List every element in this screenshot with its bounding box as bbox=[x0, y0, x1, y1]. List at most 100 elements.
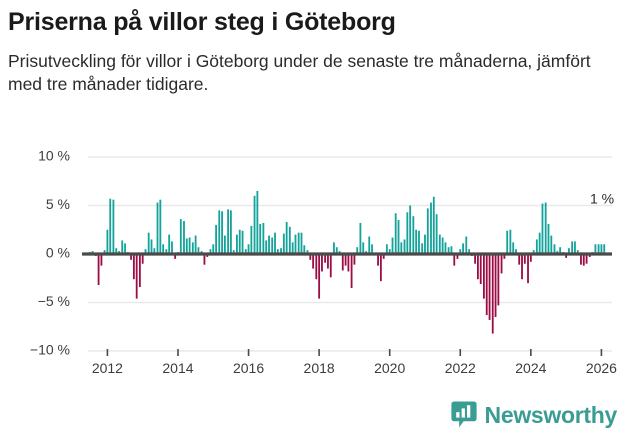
bar bbox=[485, 254, 488, 316]
bar bbox=[406, 212, 409, 254]
bar-chart-speech-bubble-icon bbox=[450, 401, 477, 429]
bar bbox=[250, 225, 253, 254]
bar bbox=[391, 237, 394, 254]
bar bbox=[262, 222, 265, 254]
bar bbox=[568, 248, 570, 254]
bar bbox=[318, 254, 321, 299]
bar bbox=[333, 242, 335, 254]
bar bbox=[571, 241, 574, 254]
bar bbox=[171, 241, 173, 254]
bar bbox=[147, 232, 150, 254]
bar bbox=[335, 247, 338, 254]
bar bbox=[288, 226, 291, 254]
bar bbox=[141, 254, 144, 264]
bar bbox=[150, 239, 153, 254]
chart-header: Priserna på villor steg i Göteborg Prisu… bbox=[0, 0, 631, 97]
bar-series bbox=[88, 190, 606, 334]
bar bbox=[221, 211, 223, 254]
bar bbox=[527, 254, 529, 284]
bar bbox=[312, 254, 315, 269]
bar bbox=[215, 224, 217, 254]
y-axis-tick-label: 10 % bbox=[38, 148, 70, 164]
bar bbox=[329, 254, 332, 278]
bar bbox=[185, 238, 188, 254]
bar bbox=[388, 249, 391, 254]
x-axis-tick-label: 2024 bbox=[515, 360, 546, 376]
bar bbox=[350, 254, 353, 288]
bar bbox=[115, 248, 118, 254]
chart-subtitle: Prisutveckling för villor i Göteborg und… bbox=[8, 51, 591, 95]
bar bbox=[265, 240, 268, 254]
bar bbox=[523, 254, 526, 264]
bar bbox=[479, 254, 482, 285]
bar bbox=[553, 244, 556, 254]
x-axis-tick-label: 2026 bbox=[586, 360, 617, 376]
bar bbox=[256, 190, 259, 254]
bar bbox=[259, 223, 262, 254]
bar bbox=[109, 198, 112, 254]
bar bbox=[347, 254, 350, 272]
bar bbox=[106, 229, 109, 254]
bar bbox=[306, 250, 309, 254]
bar bbox=[203, 254, 206, 265]
bar bbox=[359, 222, 362, 254]
bar bbox=[138, 254, 141, 287]
bar bbox=[238, 229, 241, 254]
bar bbox=[424, 234, 426, 254]
bar bbox=[124, 243, 126, 254]
bar bbox=[459, 249, 462, 254]
bar bbox=[503, 254, 506, 259]
y-axis-labels: 10 % 5 % 0 % −5 % −10 % bbox=[30, 148, 70, 358]
bar bbox=[321, 254, 323, 272]
x-axis-tick-label: 2016 bbox=[233, 360, 264, 376]
bar bbox=[430, 202, 432, 254]
bar bbox=[418, 230, 420, 254]
bar bbox=[371, 244, 373, 254]
page-title: Priserna på villor steg i Göteborg bbox=[8, 8, 396, 36]
bar bbox=[280, 248, 282, 254]
bar bbox=[415, 229, 418, 254]
bar bbox=[112, 199, 115, 254]
bar bbox=[183, 221, 185, 254]
bar bbox=[309, 254, 312, 260]
bar bbox=[135, 254, 138, 299]
bar bbox=[597, 244, 600, 254]
bar bbox=[162, 244, 165, 254]
bar bbox=[291, 242, 294, 254]
grid-lines bbox=[88, 156, 612, 352]
bar bbox=[603, 244, 606, 254]
bar bbox=[488, 254, 491, 320]
bar bbox=[444, 242, 447, 254]
bar bbox=[426, 208, 429, 254]
bar bbox=[379, 254, 382, 282]
x-axis-tick-label: 2014 bbox=[162, 360, 193, 376]
bar bbox=[529, 254, 532, 262]
bar bbox=[462, 243, 464, 254]
chart-plot-area: 10 % 5 % 0 % −5 % −10 % 2012 2014 2016 2018 2020… bbox=[0, 140, 631, 390]
bar bbox=[224, 235, 226, 254]
logo-text: Newsworthy bbox=[484, 401, 618, 428]
bar bbox=[276, 249, 279, 254]
bar bbox=[253, 195, 256, 254]
bar bbox=[385, 244, 388, 254]
bar bbox=[582, 254, 585, 266]
bar bbox=[130, 254, 132, 260]
bar bbox=[156, 202, 159, 254]
bar bbox=[324, 254, 327, 263]
bar bbox=[394, 213, 397, 254]
bar bbox=[576, 250, 579, 254]
y-axis-tick-label: 0 % bbox=[46, 245, 70, 261]
bar bbox=[447, 247, 450, 254]
bar bbox=[594, 244, 597, 254]
bar bbox=[506, 230, 509, 254]
bar bbox=[353, 254, 356, 265]
bar bbox=[574, 241, 576, 254]
bar bbox=[197, 247, 200, 254]
bar bbox=[491, 254, 494, 334]
bar bbox=[441, 237, 444, 254]
bar bbox=[494, 254, 497, 318]
bar bbox=[356, 247, 359, 254]
y-axis-tick-label: −10 % bbox=[30, 342, 70, 358]
bar bbox=[247, 244, 250, 254]
